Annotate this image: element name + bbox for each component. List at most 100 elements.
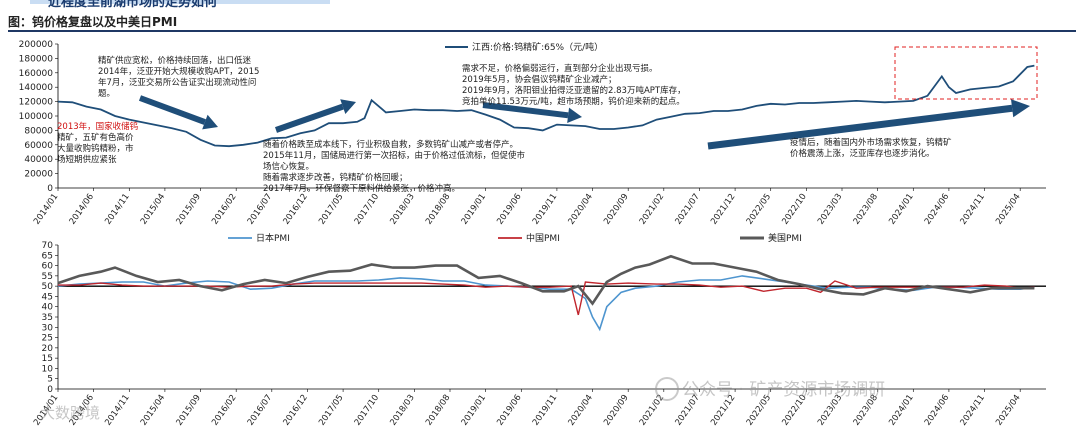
x-tick-label: 2017/10 — [353, 192, 381, 227]
series-line-tungsten — [57, 64, 1035, 148]
y-tick-label: 55 — [42, 272, 53, 282]
trend-arrow-shaft — [482, 102, 569, 119]
x-tick-label: 2024/11 — [959, 393, 987, 428]
x-tick-label: 2018/08 — [424, 393, 452, 428]
x-tick-label: 2021/02 — [638, 192, 666, 227]
y-tick-label: 200000 — [19, 40, 54, 50]
x-tick-label: 2020/04 — [567, 192, 595, 227]
trend-arrow-head — [202, 114, 218, 130]
y-tick-label: 140000 — [19, 83, 54, 93]
y-tick-label: 60000 — [24, 141, 53, 151]
x-tick-label: 2019/01 — [460, 393, 488, 428]
figure-title: 图：钨价格复盘以及中美日PMI — [8, 15, 178, 29]
y-tick-label: 40000 — [24, 155, 53, 165]
x-tick-label: 2025/04 — [994, 393, 1022, 428]
x-tick-label: 2021/07 — [673, 192, 701, 227]
annotation-stockpile-2013: 2013年，国家收储钨 — [57, 122, 139, 132]
legend-label: 日本PMI — [256, 232, 290, 244]
x-tick-label: 2020/09 — [602, 192, 630, 227]
x-tick-label: 2015/09 — [175, 192, 203, 227]
y-tick-label: 80000 — [24, 126, 53, 136]
annotation-demand-weak: 需求不足，价格偏弱运行，直到部分企业出现亏损。 2019年5月，协会倡议钨精矿企… — [462, 64, 686, 107]
title-band — [30, 0, 330, 4]
x-tick-label: 2019/11 — [531, 393, 559, 428]
legend-label: 美国PMI — [768, 232, 802, 244]
x-tick-label: 2016/12 — [281, 192, 309, 227]
x-tick-label: 2018/03 — [388, 192, 416, 227]
x-tick-label: 2014/11 — [103, 393, 131, 428]
annotation-stockpile-detail: 精矿，五矿有色高价 大量收购钨精粉，市 场短期供应紧张 — [57, 133, 134, 165]
x-tick-label: 2021/12 — [709, 192, 737, 227]
series-line-pmi — [57, 254, 1035, 306]
annotation-post-epidemic: 疫情后，随着国内外市场需求恢复，钨精矿 价格震荡上涨，泛亚库存也逐步消化。 — [790, 138, 952, 159]
x-tick-label: 2020/04 — [567, 393, 595, 428]
y-tick-label: 65 — [42, 251, 53, 261]
x-tick-label: 2016/07 — [246, 393, 274, 428]
y-tick-label: 100000 — [19, 112, 54, 122]
top-title-strip: 近程度至前湖市场的走势如何 — [0, 0, 1080, 8]
x-tick-label: 2015/04 — [139, 393, 167, 428]
x-tick-label: 2022/10 — [780, 192, 808, 227]
trend-arrow-head — [1011, 99, 1030, 118]
y-tick-label: 70 — [42, 241, 54, 251]
x-tick-label: 2024/01 — [887, 393, 915, 428]
x-tick-label: 2024/11 — [959, 192, 987, 227]
x-tick-label: 2024/01 — [887, 192, 915, 227]
x-tick-label: 2017/05 — [317, 192, 345, 227]
x-tick-label: 2019/06 — [495, 393, 523, 428]
x-tick-label: 2019/01 — [460, 192, 488, 227]
legend-label: 江西:价格:钨精矿:65%（元/吨） — [472, 41, 603, 53]
title-rule — [8, 30, 1076, 32]
y-tick-label: 160000 — [19, 69, 54, 79]
x-tick-label: 2017/05 — [317, 393, 345, 428]
y-tick-label: 15 — [42, 354, 53, 364]
x-tick-label: 2022/05 — [745, 192, 773, 227]
x-tick-label: 2017/10 — [353, 393, 381, 428]
trend-arrows — [138, 95, 1030, 150]
x-tick-label: 2014/11 — [103, 192, 131, 227]
x-tick-label: 2019/06 — [495, 192, 523, 227]
y-tick-label: 0 — [47, 385, 53, 395]
x-tick-label: 2025/04 — [994, 192, 1022, 227]
y-tick-label: 50 — [42, 282, 54, 292]
y-tick-label: 120000 — [19, 98, 54, 108]
x-tick-label: 2014/01 — [32, 192, 60, 227]
series-line-pmi — [57, 275, 1035, 332]
y-tick-label: 40 — [42, 303, 54, 313]
x-tick-label: 2024/06 — [923, 192, 951, 227]
x-tick-label: 2024/06 — [923, 393, 951, 428]
x-tick-label: 2020/09 — [602, 393, 630, 428]
x-tick-label: 2016/12 — [281, 393, 309, 428]
trend-arrow-head — [340, 99, 356, 114]
y-tick-label: 180000 — [19, 54, 54, 64]
x-tick-label: 2023/03 — [816, 192, 844, 227]
trend-arrow-head — [567, 107, 582, 124]
annotation-self-rescue: 随着价格跌至成本线下，行业积极自救，多数钨矿山减产或者停产。 2015年11月，… — [263, 140, 525, 194]
y-tick-label: 25 — [42, 334, 53, 344]
x-tick-label: 2016/02 — [210, 192, 238, 227]
x-tick-label: 2016/02 — [210, 393, 238, 428]
y-tick-label: 35 — [42, 313, 53, 323]
trend-arrow-shaft — [275, 103, 344, 133]
top-title-fragment: 近程度至前湖市场的走势如何 — [48, 0, 218, 8]
x-tick-label: 2014/06 — [68, 192, 96, 227]
x-tick-label: 2018/08 — [424, 192, 452, 227]
y-tick-label: 0 — [47, 184, 53, 194]
x-tick-label: 2015/04 — [139, 192, 167, 227]
y-tick-label: 45 — [42, 292, 53, 302]
annotation-supply-loose: 精矿供应宽松，价格持续回落，出口低迷 2014年，泛亚开始大规模收购APT，20… — [98, 56, 260, 99]
x-tick-label: 2023/08 — [852, 192, 880, 227]
brand-watermark: 大数跨境 — [40, 404, 101, 422]
x-tick-label: 2018/03 — [388, 393, 416, 428]
x-tick-label: 2015/09 — [175, 393, 203, 428]
y-tick-label: 20000 — [24, 170, 53, 180]
y-tick-label: 10 — [42, 364, 54, 374]
wechat-icon — [655, 377, 679, 401]
y-tick-label: 5 — [47, 375, 53, 385]
legend-label: 中国PMI — [526, 232, 560, 244]
x-tick-label: 2016/07 — [246, 192, 274, 227]
trend-arrow-shaft — [138, 95, 206, 125]
account-watermark: 公众号 · 矿产资源市场调研 — [682, 380, 886, 400]
